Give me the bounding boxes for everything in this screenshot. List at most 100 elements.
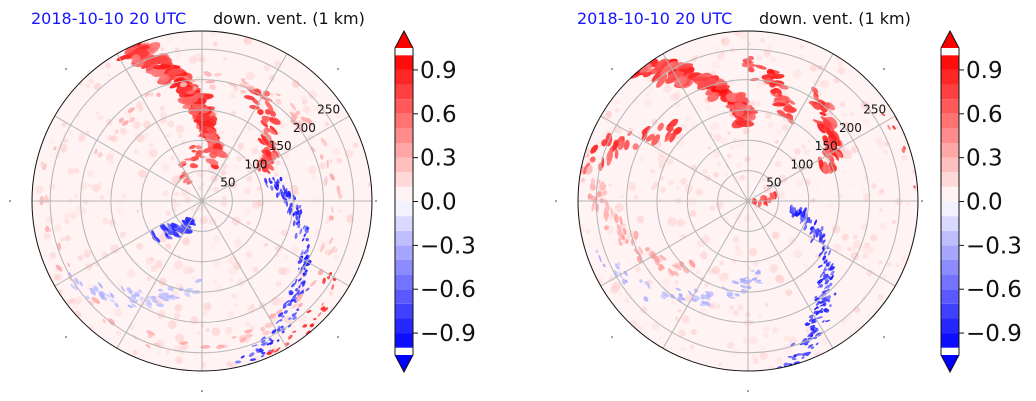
field-cell — [276, 180, 280, 184]
field-speckle — [308, 90, 318, 100]
field-cell — [171, 230, 180, 237]
field-cell — [833, 292, 837, 296]
field-cell — [812, 119, 822, 125]
field-cell — [146, 299, 151, 304]
field-speckle — [713, 133, 722, 142]
field-cell — [260, 354, 265, 358]
field-cell — [278, 191, 281, 196]
field-speckle — [758, 313, 762, 318]
field-speckle — [715, 304, 721, 310]
field-speckle — [748, 251, 753, 256]
field-cell — [305, 248, 310, 253]
field-cell — [293, 312, 297, 316]
field-speckle — [776, 129, 782, 135]
field-speckle — [640, 306, 648, 314]
field-cell — [801, 356, 805, 359]
field-cell — [189, 163, 197, 169]
field-cell — [302, 280, 306, 287]
field-speckle — [635, 266, 641, 273]
field-speckle — [685, 294, 694, 303]
field-speckle — [136, 209, 140, 214]
field-cell — [262, 330, 271, 336]
field-speckle — [159, 116, 167, 124]
field-speckle — [871, 183, 877, 189]
field-cell — [243, 333, 253, 339]
field-speckle — [247, 124, 253, 131]
field-speckle — [78, 133, 86, 141]
field-cell — [92, 287, 96, 292]
tick-mark — [611, 336, 613, 338]
field-speckle — [275, 253, 280, 257]
field-cell — [214, 72, 222, 77]
field-speckle — [328, 159, 333, 164]
field-speckle — [672, 285, 677, 291]
field-cell — [302, 324, 308, 328]
field-speckle — [67, 210, 76, 220]
field-cell — [145, 303, 152, 309]
field-cell — [903, 145, 907, 150]
field-cell — [589, 182, 595, 191]
field-cell — [824, 319, 831, 323]
colorbar-segment — [395, 113, 413, 129]
field-cell — [193, 104, 202, 110]
field-speckle — [273, 168, 279, 175]
field-cell — [610, 207, 614, 217]
field-cell — [295, 214, 299, 221]
colorbar-segment — [395, 201, 413, 217]
field-speckle — [678, 234, 683, 240]
field-cell — [285, 200, 289, 207]
field-cell — [280, 325, 284, 329]
field-cell — [300, 116, 308, 123]
field-cell — [750, 269, 755, 272]
field-speckle — [229, 181, 237, 189]
field-cell — [913, 185, 916, 189]
field-speckle — [866, 269, 874, 277]
field-speckle — [826, 202, 834, 210]
field-cell — [775, 89, 783, 95]
field-speckle — [126, 268, 136, 278]
field-cell — [274, 180, 277, 187]
field-speckle — [277, 297, 286, 305]
field-cell — [887, 124, 891, 131]
field-speckle — [787, 236, 797, 246]
tick-mark — [883, 336, 885, 338]
azimuth-spoke — [747, 200, 834, 349]
field-cell — [728, 296, 736, 299]
field-speckle — [99, 182, 103, 186]
field-speckle — [874, 136, 882, 144]
field-speckle — [608, 183, 613, 188]
field-speckle — [245, 251, 253, 259]
colorbar-segment — [395, 157, 413, 173]
field-speckle — [627, 182, 637, 192]
field-cell — [283, 196, 286, 204]
field-cell — [829, 266, 835, 271]
field-speckle — [105, 189, 112, 195]
colorbar-segment — [941, 303, 959, 319]
field-cell — [755, 64, 767, 70]
tick-mark — [611, 68, 613, 70]
colorbar-segment — [395, 128, 413, 144]
field-cell — [261, 351, 266, 355]
field-speckle — [93, 82, 102, 91]
field-cell — [275, 309, 283, 315]
field-speckle — [814, 253, 820, 259]
field-cell — [747, 55, 755, 61]
field-speckle — [676, 186, 680, 190]
field-speckle — [314, 106, 321, 113]
field-speckle — [220, 130, 225, 135]
colorbar-extend-min — [941, 355, 959, 372]
field-cell — [292, 330, 297, 333]
field-cell — [740, 284, 748, 289]
field-cell — [818, 159, 824, 168]
field-cell — [283, 310, 288, 314]
field-speckle — [796, 180, 803, 187]
field-cell — [248, 352, 255, 357]
field-cell — [115, 129, 119, 135]
field-speckle — [733, 310, 739, 316]
field-cell — [734, 102, 747, 108]
field-cell — [831, 274, 834, 279]
field-speckle — [761, 346, 766, 350]
field-cell — [623, 139, 630, 151]
field-cell — [262, 166, 271, 175]
field-cell — [228, 82, 237, 87]
